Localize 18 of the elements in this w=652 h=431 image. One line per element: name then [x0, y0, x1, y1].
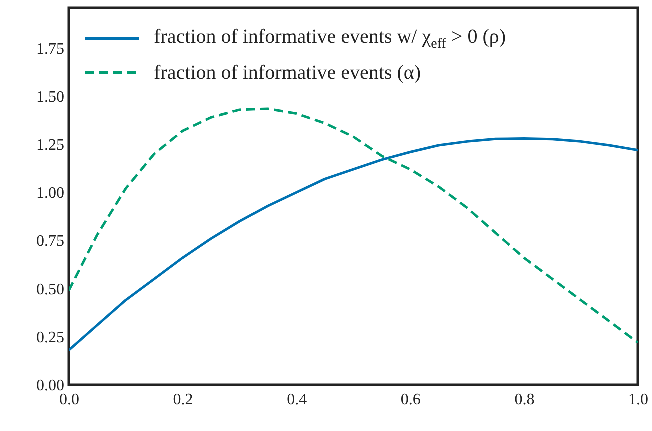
y-tick-label: 0.50	[36, 281, 64, 298]
y-tick-label: 1.50	[36, 88, 64, 106]
y-tick-label: 0.00	[36, 378, 64, 394]
x-tick-label: 0.0	[60, 392, 80, 408]
x-tick-label: 0.2	[173, 392, 194, 408]
y-tick-label: 1.00	[36, 185, 64, 202]
legend-label: fraction of informative events (α)	[154, 62, 422, 84]
x-tick-label: 0.6	[400, 392, 421, 408]
legend-label: fraction of informative events w/ χ$_{eff}$ > 0 (ρ)	[154, 26, 506, 52]
x-tick-label: 0.4	[287, 392, 308, 408]
y-tick-label: 1.75	[36, 40, 64, 58]
line-series	[69, 108, 638, 344]
x-tick-label: 1.0	[628, 392, 648, 408]
y-tick-label: 0.25	[36, 329, 64, 346]
x-tick-label: 0.8	[514, 392, 535, 408]
line-series	[69, 138, 638, 352]
y-tick-label: 0.75	[36, 233, 64, 250]
y-tick-label: 1.25	[36, 137, 64, 154]
